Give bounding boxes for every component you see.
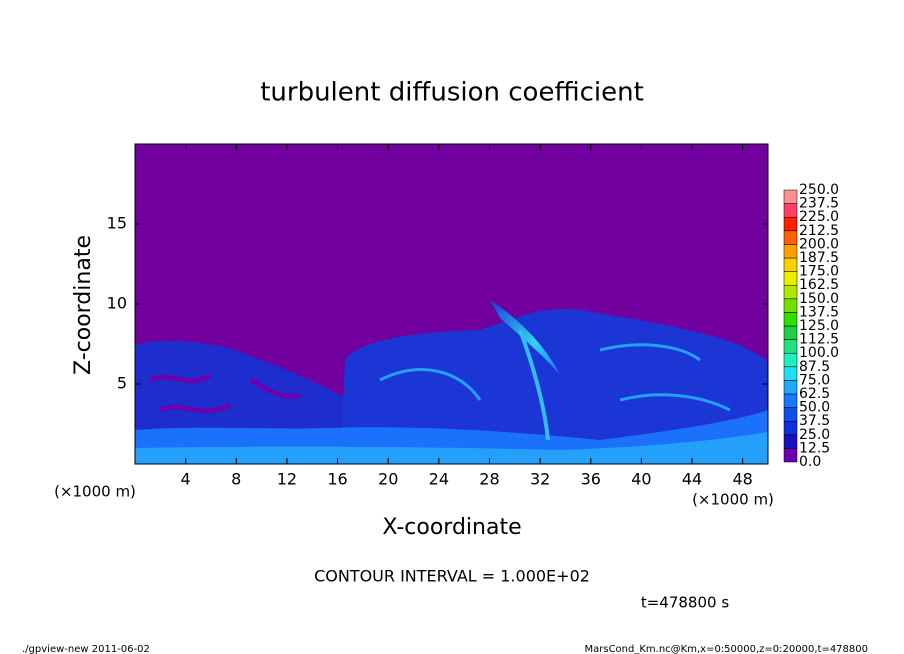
colorbar-swatch — [783, 448, 798, 463]
field-streak — [148, 372, 301, 414]
colorbar-swatch — [783, 298, 798, 313]
colorbar-label: 250.0 — [799, 182, 839, 198]
x-tick-label: 16 — [327, 470, 347, 489]
colorbar-label: 0.0 — [799, 454, 821, 470]
x-unit-label: (×1000 m) — [692, 491, 774, 509]
field-streak — [490, 300, 560, 375]
colorbar-label: 150.0 — [799, 291, 839, 307]
x-axis-label: X-coordinate — [382, 515, 521, 540]
colorbar-label: 187.5 — [799, 250, 839, 266]
colorbar-label: 12.5 — [799, 440, 830, 456]
colorbar-label: 25.0 — [799, 427, 830, 443]
colorbar-label: 137.5 — [799, 304, 839, 320]
colorbar-label: 87.5 — [799, 359, 830, 375]
colorbar-label: 75.0 — [799, 372, 830, 388]
colorbar-label: 50.0 — [799, 400, 830, 416]
colorbar-swatch — [783, 230, 798, 245]
colorbar-label: 162.5 — [799, 277, 839, 293]
field-region — [135, 432, 768, 464]
x-tick-label: 4 — [181, 470, 191, 489]
field-streak — [518, 329, 550, 441]
colorbar-swatch — [783, 325, 798, 340]
x-tick-label: 28 — [479, 470, 499, 489]
y-axis-label: Z-coordinate — [71, 235, 96, 375]
colorbar-swatch — [783, 271, 798, 286]
colorbar-label: 62.5 — [799, 386, 830, 402]
footer: MarsCond_Km.nc@Km,x=0:50000,z=0:20000,t=… — [585, 644, 869, 654]
y-tick-label: 5 — [117, 374, 127, 393]
x-tick-label: 48 — [733, 470, 753, 489]
colorbar-swatch — [783, 189, 798, 204]
x-tick-label: 24 — [429, 470, 449, 489]
x-tick-label: 20 — [378, 470, 398, 489]
x-tick-label: 40 — [631, 470, 651, 489]
colorbar-swatch — [783, 244, 798, 259]
colorbar-swatch — [783, 352, 798, 368]
footer: ./gpview-new 2011-06-02 — [22, 644, 150, 654]
x-tick-label: 12 — [277, 470, 297, 489]
colorbar-label: 175.0 — [799, 264, 839, 280]
annotation: CONTOUR INTERVAL = 1.000E+02 — [314, 567, 590, 586]
colorbar-swatch — [783, 257, 798, 272]
chart-title: turbulent diffusion coefficient — [260, 78, 644, 108]
colorbar-label: 225.0 — [799, 209, 839, 225]
y-tick-label: 10 — [107, 294, 127, 313]
field-region — [340, 309, 768, 464]
colorbar-swatch — [783, 339, 798, 354]
colorbar-swatch — [783, 284, 798, 300]
colorbar-label: 125.0 — [799, 318, 839, 334]
colorbar-label: 100.0 — [799, 345, 839, 361]
annotation: t=478800 s — [641, 594, 729, 612]
colorbar-swatch — [783, 380, 798, 395]
colorbar-swatch — [783, 366, 798, 381]
colorbar-swatch — [783, 434, 798, 449]
field — [135, 300, 768, 464]
x-tick-label: 36 — [581, 470, 601, 489]
colorbar-swatch — [783, 420, 798, 436]
field-streak — [379, 343, 731, 412]
colorbar-swatch — [783, 407, 798, 422]
y-tick-label: 15 — [107, 214, 127, 233]
colorbar-swatch — [783, 312, 798, 327]
colorbar-label: 112.5 — [799, 332, 839, 348]
colorbar-swatch — [783, 216, 798, 232]
colorbar-label: 37.5 — [799, 413, 830, 429]
colorbar-label: 200.0 — [799, 236, 839, 252]
y-unit-label: (×1000 m) — [54, 483, 136, 501]
colorbar-label: 212.5 — [799, 223, 839, 239]
colorbar-swatch — [783, 393, 798, 408]
x-tick-label: 44 — [682, 470, 702, 489]
x-tick-label: 32 — [530, 470, 550, 489]
x-tick-label: 8 — [231, 470, 241, 489]
colorbar-label: 237.5 — [799, 196, 839, 212]
colorbar-swatch — [783, 203, 798, 218]
